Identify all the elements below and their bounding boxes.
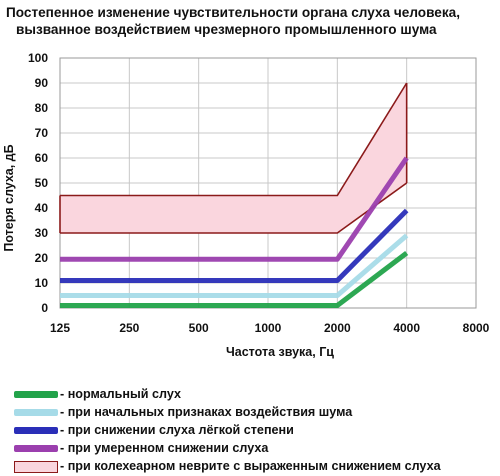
legend-swatch-mild: [14, 427, 58, 434]
x-tick-label: 1000: [255, 321, 282, 335]
y-tick-label: 90: [35, 76, 49, 90]
y-tick-label: 100: [28, 51, 48, 65]
band-upper-line: [60, 82, 408, 197]
y-tick-label: 30: [35, 226, 49, 240]
x-tick-label: 4000: [393, 321, 420, 335]
legend-item-normal: - нормальный слух: [14, 386, 498, 404]
legend-label-initial: - при начальных признаках воздействия шу…: [60, 405, 353, 419]
chart-title-line-1: Постепенное изменение чувствительности о…: [6, 5, 460, 20]
y-tick-label: 40: [35, 201, 49, 215]
legend-item-moderate: - при умеренном снижении слуха: [14, 440, 498, 458]
series-line-initial: [60, 233, 409, 298]
y-tick-label: 60: [35, 151, 49, 165]
y-tick-label: 70: [35, 126, 49, 140]
chart-title: Постепенное изменение чувствительности о…: [6, 4, 498, 38]
y-axis-label: Потеря слуха, дБ: [2, 144, 16, 252]
y-tick-label: 80: [35, 101, 49, 115]
legend-item-mild: - при снижении слуха лёгкой степени: [14, 422, 498, 440]
legend-swatch-normal: [14, 391, 58, 398]
y-tick-label: 20: [35, 251, 49, 265]
series-line-moderate: [60, 156, 409, 262]
legend-swatch-neuritis: [14, 461, 58, 473]
x-tick-label: 125: [50, 321, 70, 335]
y-tick-label: 50: [35, 176, 49, 190]
band-lower-line: [60, 182, 408, 234]
x-tick-label: 8000: [463, 321, 490, 335]
legend-label-mild: - при снижении слуха лёгкой степени: [60, 423, 294, 437]
legend-swatch-moderate: [14, 445, 58, 452]
legend-item-initial: - при начальных признаках воздействия шу…: [14, 404, 498, 422]
y-tick-label: 0: [41, 301, 48, 315]
legend-item-neuritis: - при колехеарном неврите с выраженным с…: [14, 458, 498, 476]
y-tick-label: 10: [35, 276, 49, 290]
chart-title-line-2: вызванное воздействием чрезмерного промы…: [16, 22, 437, 37]
legend-label-neuritis: - при колехеарном неврите с выраженным с…: [60, 459, 441, 473]
legend-label-moderate: - при умеренном снижении слуха: [60, 441, 269, 455]
legend: - нормальный слух - при начальных призна…: [14, 386, 498, 476]
series-line-normal: [60, 251, 409, 308]
x-axis-label: Частота звука, Гц: [226, 345, 334, 359]
series-line-mild: [60, 208, 409, 283]
legend-swatch-initial: [14, 409, 58, 416]
x-tick-label: 2000: [324, 321, 351, 335]
legend-label-normal: - нормальный слух: [60, 387, 182, 401]
x-tick-label: 500: [189, 321, 209, 335]
x-tick-label: 250: [119, 321, 139, 335]
